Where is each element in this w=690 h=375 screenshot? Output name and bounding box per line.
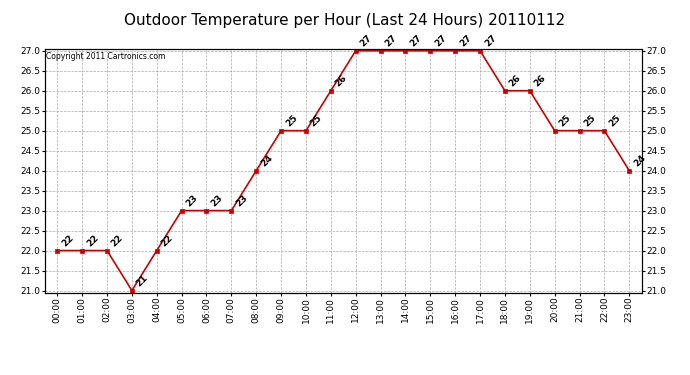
Text: 25: 25 (284, 113, 299, 129)
Text: 27: 27 (408, 33, 424, 49)
Text: 25: 25 (582, 113, 598, 129)
Text: 27: 27 (433, 33, 448, 49)
Text: 27: 27 (384, 33, 399, 49)
Text: 26: 26 (334, 74, 349, 88)
Text: 26: 26 (508, 74, 523, 88)
Text: 24: 24 (632, 153, 647, 168)
Text: 22: 22 (110, 233, 125, 248)
Text: 22: 22 (60, 233, 75, 248)
Text: 23: 23 (184, 193, 199, 208)
Text: 23: 23 (209, 193, 224, 208)
Text: 25: 25 (308, 113, 324, 129)
Text: 27: 27 (483, 33, 498, 49)
Text: 25: 25 (607, 113, 622, 129)
Text: 23: 23 (234, 193, 249, 208)
Text: 25: 25 (558, 113, 573, 129)
Text: 22: 22 (85, 233, 100, 248)
Text: 27: 27 (359, 33, 374, 49)
Text: 26: 26 (533, 74, 548, 88)
Text: Copyright 2011 Cartronics.com: Copyright 2011 Cartronics.com (46, 53, 166, 62)
Text: 27: 27 (458, 33, 473, 49)
Text: 21: 21 (135, 273, 150, 288)
Text: Outdoor Temperature per Hour (Last 24 Hours) 20110112: Outdoor Temperature per Hour (Last 24 Ho… (124, 13, 566, 28)
Text: 24: 24 (259, 153, 275, 168)
Text: 22: 22 (159, 233, 175, 248)
